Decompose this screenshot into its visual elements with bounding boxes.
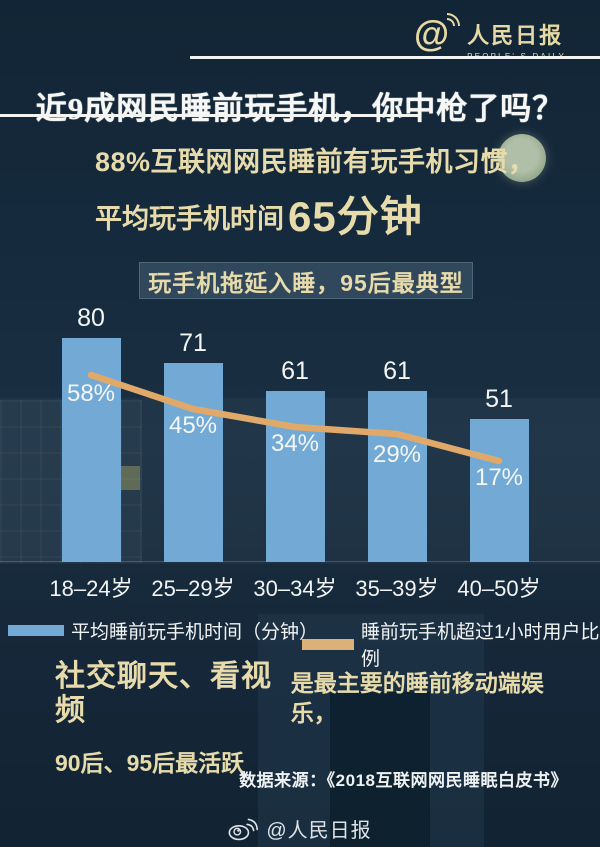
intro-line2-prefix: 平均玩手机时间: [95, 204, 284, 234]
legend-swatch-blue: [8, 625, 64, 636]
line-percent-label: 17%: [474, 464, 524, 491]
intro-text: 88%互联网网民睡前有玩手机习惯， 平均玩手机时间 65分钟: [95, 140, 536, 240]
x-axis-label: 35–39岁: [355, 576, 439, 601]
line-percent-label: 58%: [66, 380, 116, 407]
page-title: 近9成网民睡前玩手机，你中枪了吗？: [35, 90, 565, 126]
line-percent-label: 34%: [270, 430, 320, 457]
at-sign-icon: @: [414, 13, 450, 54]
bar: [61, 338, 121, 562]
conclusion-line2: 90后、95后最活跃: [55, 750, 245, 776]
conclusion-highlight: 社交聊天、看视频: [55, 660, 272, 727]
moon-decoration: [498, 134, 546, 182]
bar-value-label: 61: [281, 357, 309, 385]
bar: [367, 391, 427, 562]
title-rule-bottom: [0, 114, 418, 117]
intro-line2: 平均玩手机时间 65分钟: [95, 193, 536, 240]
x-axis-label: 30–34岁: [253, 576, 337, 601]
bar-value-label: 61: [383, 357, 411, 385]
line-percent-label: 29%: [372, 441, 422, 468]
legend-item-line: 睡前玩手机超过1小时用户比例: [302, 617, 600, 671]
broadcast-waves-icon: [447, 12, 461, 26]
logo-title: 人民日报: [467, 23, 564, 48]
chart-title-badge-label: 玩手机拖延入睡，95后最典型: [148, 269, 464, 296]
data-source: 数据来源：《2018互联网网民睡眠白皮书》: [239, 771, 568, 790]
legend-item-bar: 平均睡前玩手机时间（分钟）: [8, 617, 318, 644]
x-axis-label: 25–29岁: [151, 576, 235, 601]
legend-label-line: 睡前玩手机超过1小时用户比例: [360, 622, 600, 670]
conclusion-rest: 是最主要的睡前移动端娱乐，: [290, 670, 544, 726]
x-axis-label: 18–24岁: [49, 576, 133, 601]
lit-window-decoration: [120, 466, 140, 490]
legend-label-bar: 平均睡前玩手机时间（分钟）: [71, 622, 319, 643]
legend-swatch-orange: [302, 638, 354, 650]
footer: @人民日报: [0, 814, 600, 843]
bar-value-label: 71: [179, 329, 207, 357]
line-percent-label: 45%: [168, 412, 218, 439]
chart-title-badge: 玩手机拖延入睡，95后最典型: [139, 262, 473, 299]
weibo-icon: [228, 818, 259, 841]
conclusion-text: 社交聊天、看视频 是最主要的睡前移动端娱乐， 90后、95后最活跃: [55, 660, 575, 778]
bar: [265, 391, 325, 562]
x-axis-label: 40–50岁: [457, 576, 541, 601]
weibo-handle: @人民日报: [266, 820, 372, 842]
title-rule-top: [190, 56, 600, 59]
bar: [163, 363, 223, 562]
bar-value-label: 51: [485, 385, 513, 413]
conclusion-line1: 社交聊天、看视频 是最主要的睡前移动端娱乐，: [55, 660, 575, 728]
bar-value-label: 80: [77, 304, 105, 332]
intro-line1: 88%互联网网民睡前有玩手机习惯，: [95, 147, 536, 177]
building-decoration-tower: [330, 692, 430, 847]
intro-line2-highlight: 65分钟: [288, 193, 423, 240]
